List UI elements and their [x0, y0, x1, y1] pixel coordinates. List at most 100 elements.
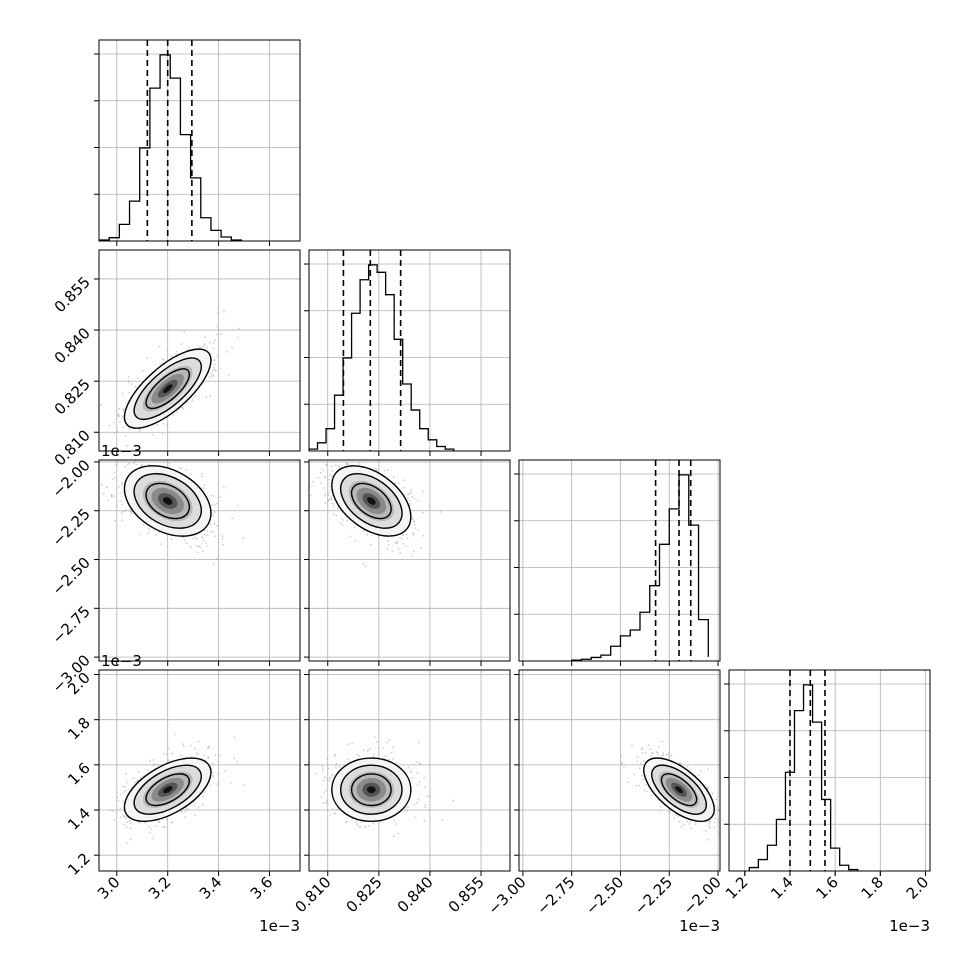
sample-point — [124, 785, 127, 788]
sample-point — [138, 533, 141, 536]
sample-point — [212, 347, 215, 350]
sample-point — [397, 548, 400, 550]
sample-point — [423, 777, 426, 779]
sample-point — [407, 766, 410, 769]
sample-point — [680, 825, 683, 828]
sample-point — [198, 545, 200, 548]
sample-point — [707, 768, 709, 771]
sample-point — [214, 339, 217, 341]
sample-point — [113, 495, 116, 497]
sample-point — [375, 469, 378, 471]
sample-point — [179, 754, 182, 757]
sample-point — [151, 433, 154, 436]
sample-point — [635, 785, 638, 787]
contour-line — [350, 773, 392, 807]
panel-content — [99, 670, 300, 871]
sample-point — [441, 819, 444, 822]
sample-point — [708, 825, 711, 828]
sample-point — [122, 409, 125, 412]
sample-point — [198, 346, 201, 348]
sample-point — [620, 755, 623, 758]
sample-point — [320, 455, 322, 457]
x-tick-label-2: −2.00 — [680, 873, 725, 918]
sample-point — [713, 821, 716, 824]
sample-point — [319, 471, 322, 474]
sample-point — [662, 754, 665, 757]
sample-point — [393, 820, 396, 822]
contour-line — [145, 482, 191, 520]
sample-point — [640, 762, 642, 765]
sample-point — [387, 544, 390, 546]
sample-point — [643, 760, 646, 763]
sample-point — [421, 490, 424, 493]
sample-point — [121, 503, 124, 506]
sample-point — [324, 502, 327, 505]
sample-point — [185, 542, 188, 545]
contour-line — [643, 757, 715, 823]
sample-point — [322, 767, 324, 770]
sample-point — [176, 410, 178, 413]
sample-point — [200, 472, 203, 475]
sample-point — [119, 807, 122, 810]
sample-point — [212, 495, 215, 497]
sample-point — [638, 767, 641, 770]
sample-point — [717, 821, 720, 823]
sample-point — [686, 820, 688, 822]
sample-point — [128, 462, 131, 465]
sample-point — [130, 512, 133, 515]
sample-point — [123, 791, 126, 793]
sample-point — [660, 809, 662, 812]
sample-point — [386, 469, 389, 471]
sample-point — [129, 511, 131, 513]
sample-point — [121, 392, 124, 395]
sample-point — [115, 409, 118, 412]
sample-point — [326, 799, 329, 802]
sample-point — [146, 356, 148, 359]
sample-point — [219, 496, 222, 498]
sample-point — [193, 801, 196, 804]
sample-point — [219, 333, 222, 336]
sample-point — [162, 753, 165, 755]
sample-point — [347, 743, 350, 746]
histogram-step-0 — [99, 54, 243, 241]
sample-point — [184, 810, 187, 813]
sample-point — [209, 394, 211, 397]
sample-point — [320, 795, 323, 798]
density-level — [366, 497, 376, 505]
sample-point — [322, 802, 324, 804]
sample-point — [209, 523, 212, 526]
sample-point — [181, 406, 184, 409]
sample-point — [195, 538, 198, 540]
sample-point — [167, 748, 170, 750]
sample-point — [394, 541, 397, 544]
y-tick-label-3: 1.6 — [64, 759, 94, 789]
sample-point — [644, 784, 647, 786]
sample-point — [714, 817, 717, 820]
sample-point — [243, 784, 246, 786]
sample-point — [126, 821, 129, 823]
contour-line — [133, 473, 202, 529]
sample-point — [631, 744, 633, 747]
sample-point — [331, 502, 333, 505]
sample-point — [364, 565, 367, 568]
sample-point — [333, 755, 336, 758]
sample-point — [410, 492, 412, 494]
sample-point — [182, 536, 184, 539]
sample-point — [363, 825, 366, 828]
sample-point — [121, 483, 123, 486]
sample-point — [233, 757, 235, 760]
sample-point — [189, 744, 192, 747]
sample-point — [730, 799, 732, 801]
sample-point — [698, 774, 700, 777]
sample-point — [150, 456, 152, 458]
sample-point — [196, 551, 199, 554]
sample-point — [402, 479, 405, 482]
sample-point — [194, 814, 197, 817]
sample-point — [417, 741, 420, 744]
sample-point — [384, 755, 387, 757]
sample-point — [190, 545, 192, 548]
sample-point — [203, 533, 206, 536]
sample-point — [409, 502, 412, 505]
sample-point — [323, 779, 325, 782]
sample-point — [111, 810, 114, 812]
